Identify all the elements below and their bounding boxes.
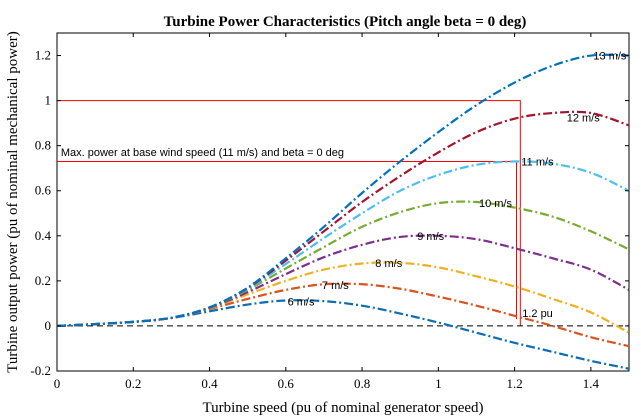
annotation-2: 1.2 pu xyxy=(522,308,553,320)
x-tick-label: 0.2 xyxy=(125,376,141,391)
x-tick-label: 0 xyxy=(54,376,61,391)
x-axis-ticks: 0 0.2 0.4 0.6 0.8 1 1.2 1.4 xyxy=(54,33,600,391)
series-labels: 6 m/s 7 m/s 8 m/s 9 m/s 10 m/s 11 m/s 12 m/s 13… xyxy=(288,51,627,309)
series-label-8: 13 m/s xyxy=(593,51,627,63)
x-tick-label: 1 xyxy=(435,376,442,391)
x-tick-label: 0.6 xyxy=(278,376,295,391)
series-label-3: 8 m/s xyxy=(375,258,402,270)
series-line-3 xyxy=(56,261,630,334)
y-axis-ticks: -0.2 0 0.2 0.4 0.6 0.8 1 1.2 xyxy=(30,48,629,378)
series-label-7: 12 m/s xyxy=(567,113,601,125)
y-tick-label: 0.6 xyxy=(35,183,52,198)
series-label-4: 9 m/s xyxy=(417,231,444,243)
series-layer xyxy=(56,53,630,370)
series-line-6 xyxy=(56,160,630,328)
y-tick-label: 0.8 xyxy=(35,138,51,153)
series-line-7 xyxy=(56,110,630,328)
annotations: Max. power at base wind speed (11 m/s) a… xyxy=(61,147,553,320)
x-tick-label: 0.8 xyxy=(354,376,370,391)
annotation-1: Max. power at base wind speed (11 m/s) a… xyxy=(61,147,344,159)
y-tick-label: -0.2 xyxy=(30,363,51,378)
plot-area: 6 m/s 7 m/s 8 m/s 9 m/s 10 m/s 11 m/s 12 m/s 13… xyxy=(56,32,630,372)
y-tick-label: 0.2 xyxy=(35,273,51,288)
series-line-4 xyxy=(56,234,630,328)
series-label-1: 6 m/s xyxy=(288,297,315,309)
x-tick-label: 0.4 xyxy=(201,376,218,391)
y-tick-label: 1 xyxy=(45,93,52,108)
y-tick-label: 0 xyxy=(45,318,52,333)
y-tick-label: 1.2 xyxy=(35,48,51,63)
y-tick-label: 0.4 xyxy=(35,228,52,243)
plot-frame xyxy=(56,32,630,372)
series-label-5: 10 m/s xyxy=(479,198,513,210)
series-label-2: 7 m/s xyxy=(322,280,349,292)
chart-title: Turbine Power Characteristics (Pitch ang… xyxy=(164,14,527,30)
x-tick-label: 1.2 xyxy=(506,376,522,391)
y-axis-label: Turbine output power (pu of nominal mech… xyxy=(5,31,21,372)
x-tick-label: 1.4 xyxy=(583,376,600,391)
series-line-2 xyxy=(56,282,630,348)
reference-line-1 xyxy=(57,100,521,326)
series-label-6: 11 m/s xyxy=(521,156,554,168)
x-axis-label: Turbine speed (pu of nominal generator s… xyxy=(202,400,483,416)
series-line-1 xyxy=(56,299,630,370)
